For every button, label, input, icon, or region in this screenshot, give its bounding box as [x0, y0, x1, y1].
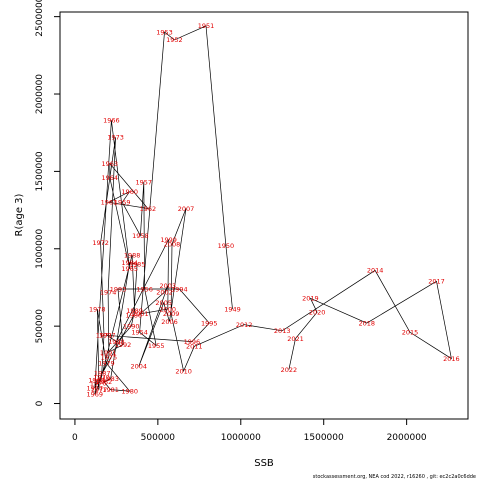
x-tick-label: 500000 — [141, 433, 176, 443]
point-label-2020: 2020 — [309, 309, 326, 317]
point-label-1992: 1992 — [115, 341, 132, 349]
point-label-1955: 1955 — [148, 342, 165, 350]
point-label-1985: 1985 — [129, 261, 146, 269]
point-label-1987: 1987 — [94, 370, 111, 378]
point-label-1950: 1950 — [218, 242, 235, 250]
point-label-1978: 1978 — [89, 305, 106, 313]
point-label-1956: 1956 — [136, 285, 153, 293]
point-label-2014: 2014 — [367, 267, 384, 275]
point-label-2018: 2018 — [359, 319, 376, 327]
point-labels: 1949195019511952195319541955195619571958… — [87, 22, 460, 398]
point-label-1965: 1965 — [121, 265, 138, 273]
point-label-1994: 1994 — [171, 285, 188, 293]
point-label-2011: 2011 — [186, 343, 203, 351]
point-label-2013: 2013 — [274, 327, 291, 335]
x-tick-label: 0 — [72, 433, 78, 443]
x-tick-label: 1000000 — [221, 433, 261, 443]
point-label-1998: 1998 — [108, 338, 125, 346]
y-tick-label: 2000000 — [35, 74, 45, 114]
plot-frame — [59, 11, 469, 420]
point-label-1957: 1957 — [136, 179, 153, 187]
point-label-2009: 2009 — [163, 310, 180, 318]
x-tick-label: 2000000 — [387, 433, 427, 443]
point-label-2008: 2008 — [164, 240, 181, 248]
point-label-1989: 1989 — [126, 307, 143, 315]
point-label-2012: 2012 — [236, 321, 253, 329]
point-label-1991: 1991 — [100, 349, 117, 357]
point-label-2015: 2015 — [402, 329, 419, 337]
point-label-2016: 2016 — [443, 355, 460, 363]
connector-lines — [94, 25, 452, 395]
point-label-2019: 2019 — [302, 295, 319, 303]
footer-text: stockassessment.org, NEA cod 2022, r1626… — [313, 474, 476, 480]
point-label-1977: 1977 — [91, 386, 108, 394]
point-label-1962: 1962 — [140, 205, 157, 213]
point-label-1996: 1996 — [184, 338, 201, 346]
x-tick-label: 1500000 — [304, 433, 344, 443]
x-axis: 0 500000 1000000 1500000 2000000 — [72, 419, 427, 443]
point-label-1969: 1969 — [87, 391, 104, 399]
point-label-2017: 2017 — [428, 278, 445, 286]
point-label-1984: 1984 — [121, 259, 138, 267]
point-label-1958: 1958 — [132, 232, 149, 240]
point-label-1993: 1993 — [110, 285, 127, 293]
point-label-1970: 1970 — [93, 374, 110, 382]
point-label-2010: 2010 — [175, 367, 192, 375]
point-label-2006: 2006 — [161, 318, 178, 326]
point-label-1988: 1988 — [124, 251, 141, 259]
point-label-2022: 2022 — [281, 366, 298, 374]
point-label-1997: 1997 — [99, 332, 116, 340]
y-tick-label: 1000000 — [35, 228, 45, 268]
y-tick-label: 500000 — [35, 309, 45, 344]
point-label-1981: 1981 — [102, 386, 119, 394]
point-label-1954: 1954 — [131, 329, 148, 337]
point-label-1959: 1959 — [114, 199, 131, 207]
point-label-2007: 2007 — [178, 205, 195, 213]
point-label-2000: 2000 — [160, 305, 177, 313]
x-axis-title: SSB — [254, 458, 274, 469]
point-label-1972: 1972 — [92, 239, 109, 247]
point-label-1963: 1963 — [102, 160, 119, 168]
y-tick-label: 0 — [35, 400, 45, 406]
point-label-2002: 2002 — [156, 288, 173, 296]
point-label-1966: 1966 — [103, 117, 120, 125]
point-label-1976: 1976 — [90, 380, 107, 388]
y-axis: 0 500000 1000000 1500000 2000000 2500000 — [35, 0, 60, 406]
point-label-1999: 1999 — [160, 236, 177, 244]
point-label-1986: 1986 — [126, 312, 143, 320]
point-label-1995: 1995 — [201, 319, 218, 327]
point-label-1990: 1990 — [123, 322, 140, 330]
point-label-2005: 2005 — [155, 299, 172, 307]
point-label-1952: 1952 — [166, 36, 183, 44]
y-axis-title: R(age 3) — [14, 193, 25, 236]
point-label-1967: 1967 — [87, 384, 104, 392]
point-label-1951: 1951 — [198, 22, 215, 30]
point-label-1971: 1971 — [96, 332, 113, 340]
point-label-2003: 2003 — [160, 282, 177, 290]
point-label-1973: 1973 — [107, 134, 124, 142]
point-label-1964: 1964 — [102, 174, 119, 182]
point-label-1949: 1949 — [224, 305, 241, 313]
point-label-2021: 2021 — [287, 335, 304, 343]
point-label-1960: 1960 — [121, 188, 138, 196]
y-tick-label: 2500000 — [35, 0, 45, 37]
point-label-2004: 2004 — [131, 363, 148, 371]
point-label-1974: 1974 — [100, 288, 117, 296]
point-label-1979: 1979 — [98, 360, 115, 368]
sr-trajectory-line — [94, 25, 452, 395]
point-label-1961: 1961 — [101, 199, 118, 207]
y-tick-label: 1500000 — [35, 151, 45, 191]
point-label-1975: 1975 — [101, 353, 118, 361]
point-label-1968: 1968 — [88, 377, 105, 385]
point-label-2001: 2001 — [132, 310, 149, 318]
point-label-1953: 1953 — [156, 28, 173, 36]
point-label-1980: 1980 — [121, 387, 138, 395]
point-label-1983: 1983 — [102, 375, 119, 383]
point-label-1982: 1982 — [96, 378, 113, 386]
